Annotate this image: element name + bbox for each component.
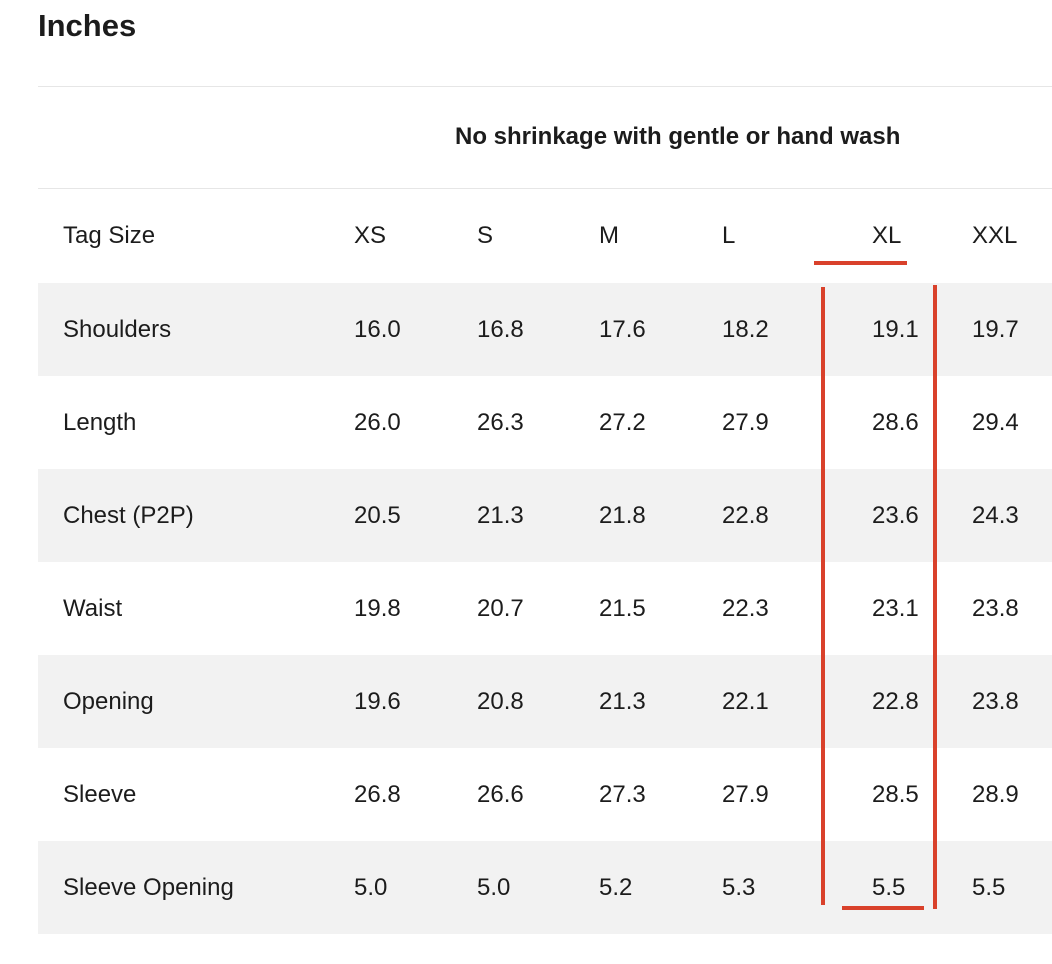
- row-label: Sleeve Opening: [63, 873, 234, 901]
- cell-value: 20.5: [354, 501, 401, 529]
- cell-value: 24.3: [972, 501, 1019, 529]
- cell-value: 26.6: [477, 780, 524, 808]
- page-title: Inches: [38, 8, 137, 43]
- table-row: Sleeve 26.8 26.6 27.3 27.9 28.5 28.9: [38, 748, 1052, 841]
- cell-value: 18.2: [722, 315, 769, 343]
- cell-value: 28.5: [872, 780, 919, 808]
- table-caption: No shrinkage with gentle or hand wash: [38, 87, 1052, 187]
- cell-value: 20.7: [477, 594, 524, 622]
- cell-value: 19.8: [354, 594, 401, 622]
- cell-value: 16.0: [354, 315, 401, 343]
- cell-value: 22.1: [722, 687, 769, 715]
- cell-value: 23.8: [972, 687, 1019, 715]
- cell-value: 5.5: [872, 873, 906, 901]
- size-chart-table: Tag Size XS S M L XL XXL Shoulders 16.0 …: [38, 189, 1052, 934]
- row-label: Waist: [63, 594, 123, 622]
- cell-value: 19.1: [872, 315, 919, 343]
- cell-value: 23.1: [872, 594, 919, 622]
- cell-value: 26.3: [477, 408, 524, 436]
- top-divider: [38, 86, 1052, 87]
- table-row: Waist 19.8 20.7 21.5 22.3 23.1 23.8: [38, 562, 1052, 655]
- cell-value: 5.5: [972, 873, 1006, 901]
- cell-value: 27.2: [599, 408, 646, 436]
- table-row: Length 26.0 26.3 27.2 27.9 28.6 29.4: [38, 376, 1052, 469]
- cell-value: 5.0: [477, 873, 511, 901]
- header-size-s: S: [477, 222, 494, 249]
- row-label: Length: [63, 408, 137, 436]
- cell-value: 19.7: [972, 315, 1019, 343]
- row-label: Chest (P2P): [63, 501, 194, 529]
- table-row: Opening 19.6 20.8 21.3 22.1 22.8 23.8: [38, 655, 1052, 748]
- table-header-row: Tag Size XS S M L XL XXL: [38, 189, 1052, 283]
- cell-value: 28.9: [972, 780, 1019, 808]
- cell-value: 5.0: [354, 873, 388, 901]
- cell-value: 16.8: [477, 315, 524, 343]
- caption-text: No shrinkage with gentle or hand wash: [455, 123, 901, 150]
- table-row: Chest (P2P) 20.5 21.3 21.8 22.8 23.6 24.…: [38, 469, 1052, 562]
- cell-value: 29.4: [972, 408, 1019, 436]
- table-row: Sleeve Opening 5.0 5.0 5.2 5.3 5.5 5.5: [38, 841, 1052, 934]
- cell-value: 22.8: [722, 501, 769, 529]
- cell-value: 27.3: [599, 780, 646, 808]
- cell-value: 21.3: [477, 501, 524, 529]
- row-label: Opening: [63, 687, 154, 715]
- cell-value: 23.8: [972, 594, 1019, 622]
- table-row: Shoulders 16.0 16.8 17.6 18.2 19.1 19.7: [38, 283, 1052, 376]
- cell-value: 22.3: [722, 594, 769, 622]
- cell-value: 5.3: [722, 873, 756, 901]
- cell-value: 27.9: [722, 780, 769, 808]
- header-size-l: L: [722, 222, 736, 249]
- cell-value: 19.6: [354, 687, 401, 715]
- header-size-m: M: [599, 222, 619, 249]
- header-size-xs: XS: [354, 222, 387, 249]
- caption-divider: [38, 188, 1052, 189]
- cell-value: 5.2: [599, 873, 633, 901]
- cell-value: 23.6: [872, 501, 919, 529]
- cell-value: 26.0: [354, 408, 401, 436]
- cell-value: 20.8: [477, 687, 524, 715]
- cell-value: 27.9: [722, 408, 769, 436]
- header-size-xxl: XXL: [972, 222, 1018, 249]
- cell-value: 21.8: [599, 501, 646, 529]
- cell-value: 22.8: [872, 687, 919, 715]
- cell-value: 21.3: [599, 687, 646, 715]
- row-label: Sleeve: [63, 780, 137, 808]
- cell-value: 17.6: [599, 315, 646, 343]
- cell-value: 21.5: [599, 594, 646, 622]
- row-label: Shoulders: [63, 315, 172, 343]
- header-tag-size: Tag Size: [63, 222, 156, 249]
- header-size-xl: XL: [872, 222, 902, 249]
- cell-value: 26.8: [354, 780, 401, 808]
- cell-value: 28.6: [872, 408, 919, 436]
